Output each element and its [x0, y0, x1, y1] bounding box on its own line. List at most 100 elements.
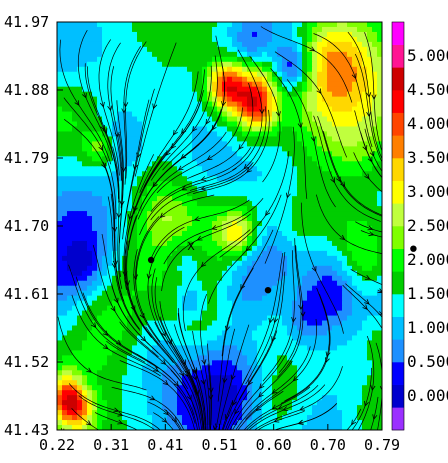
heatmap-cell [152, 260, 158, 267]
heatmap-cell [337, 41, 343, 48]
heatmap-cell [177, 275, 183, 282]
heatmap-cell [287, 156, 293, 162]
heatmap-cell [62, 196, 68, 202]
heatmap-cell [172, 240, 178, 247]
heatmap-cell [192, 191, 198, 197]
heatmap-cell [207, 280, 213, 287]
heatmap-cell [202, 171, 208, 177]
heatmap-cell [232, 186, 238, 192]
heatmap-cell [247, 360, 253, 366]
heatmap-cell [117, 280, 123, 287]
heatmap-cell [157, 116, 163, 122]
heatmap-cell [237, 176, 243, 182]
heatmap-cell [182, 196, 188, 202]
heatmap-cell [332, 106, 338, 112]
heatmap-cell [62, 46, 68, 53]
heatmap-cell [177, 216, 183, 222]
heatmap-cell [92, 22, 98, 28]
heatmap-cell [237, 61, 243, 68]
heatmap-cell [107, 121, 113, 127]
heatmap-cell [317, 171, 323, 177]
heatmap-cell [287, 250, 293, 257]
heatmap-cell [247, 166, 253, 172]
heatmap-cell [192, 22, 198, 28]
heatmap-cell [62, 181, 68, 187]
heatmap-cell [247, 350, 253, 356]
heatmap-cell [222, 235, 228, 242]
heatmap-cell [272, 71, 278, 78]
heatmap-cell [207, 71, 213, 78]
heatmap-cell [217, 290, 223, 297]
heatmap-cell [347, 330, 353, 336]
heatmap-cell [77, 101, 83, 107]
heatmap-cell [242, 56, 248, 63]
heatmap-cell [202, 265, 208, 272]
heatmap-cell [357, 131, 363, 137]
heatmap-cell [322, 181, 328, 187]
heatmap-cell [317, 196, 323, 202]
heatmap-cell [92, 31, 98, 38]
heatmap-cell [277, 235, 283, 242]
heatmap-cell [267, 250, 273, 257]
heatmap-cell [82, 101, 88, 107]
heatmap-cell [97, 31, 103, 38]
heatmap-cell [207, 216, 213, 222]
heatmap-cell [167, 111, 173, 117]
heatmap-cell [307, 161, 313, 167]
heatmap-cell [87, 181, 93, 187]
heatmap-cell [112, 176, 118, 182]
heatmap-cell [87, 285, 93, 292]
heatmap-cell [267, 161, 273, 167]
heatmap-cell [77, 136, 83, 142]
heatmap-cell [247, 390, 253, 396]
heatmap-cell [242, 260, 248, 267]
heatmap-cell [337, 380, 343, 386]
heatmap-cell [197, 350, 203, 356]
heatmap-cell [287, 290, 293, 297]
heatmap-cell [62, 235, 68, 242]
heatmap-cell [142, 390, 148, 396]
heatmap-cell [222, 355, 228, 361]
heatmap-cell [177, 101, 183, 107]
heatmap-cell [142, 290, 148, 297]
heatmap-cell [237, 365, 243, 371]
heatmap-cell [192, 71, 198, 78]
heatmap-cell [227, 375, 233, 381]
heatmap-cell [157, 350, 163, 356]
heatmap-cell [77, 310, 83, 316]
heatmap-cell [272, 216, 278, 222]
heatmap-cell [297, 181, 303, 187]
heatmap-cell [147, 280, 153, 287]
heatmap-cell [317, 76, 323, 83]
heatmap-cell [122, 206, 128, 212]
heatmap-cell [157, 355, 163, 361]
heatmap-cell [212, 201, 218, 207]
heatmap-cell [192, 121, 198, 127]
heatmap-cell [302, 360, 308, 366]
heatmap-cell [232, 360, 238, 366]
heatmap-cell [297, 325, 303, 331]
heatmap-cell [247, 106, 253, 112]
heatmap-cell [262, 340, 268, 346]
heatmap-cell [207, 161, 213, 167]
heatmap-cell [282, 330, 288, 336]
heatmap-cell [292, 315, 298, 321]
heatmap-cell [232, 196, 238, 202]
heatmap-cell [177, 395, 183, 401]
heatmap-cell [157, 250, 163, 257]
heatmap-cell [107, 390, 113, 396]
heatmap-cell [302, 61, 308, 68]
heatmap-cell [222, 56, 228, 63]
heatmap-cell [72, 375, 78, 381]
heatmap-cell [327, 26, 333, 33]
heatmap-cell [287, 350, 293, 356]
heatmap-cell [357, 305, 363, 311]
heatmap-cell [97, 260, 103, 267]
heatmap-cell [352, 186, 358, 192]
heatmap-cell [182, 106, 188, 112]
heatmap-cell [152, 395, 158, 401]
heatmap-cell [367, 146, 373, 152]
heatmap-cell [272, 141, 278, 147]
heatmap-cell [307, 171, 313, 177]
heatmap-cell [272, 166, 278, 172]
